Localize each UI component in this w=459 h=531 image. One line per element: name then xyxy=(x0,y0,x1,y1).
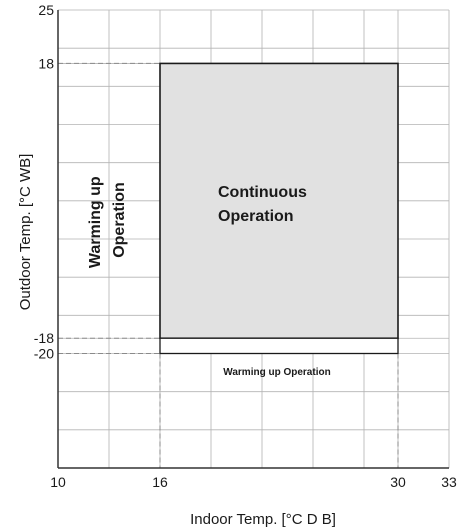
continuous-operation-label: Continuous Operation xyxy=(218,184,311,225)
warming-strip-label: Warming up Operation xyxy=(223,367,330,378)
operation-regions xyxy=(159,62,399,355)
x-tick-label: 30 xyxy=(390,474,406,490)
continuous-operation-region xyxy=(159,62,399,340)
axes xyxy=(57,10,449,469)
y-tick-label: -18 xyxy=(34,330,54,346)
y-tick-label: 25 xyxy=(38,2,54,18)
x-tick-label: 33 xyxy=(441,474,457,490)
x-axis-title: Indoor Temp. [°C D B] xyxy=(190,511,336,528)
y-tick-label: 18 xyxy=(38,55,54,71)
guide-lines xyxy=(58,62,399,468)
x-tick-label: 16 xyxy=(152,474,168,490)
warming-side-line-1: Warming up xyxy=(87,176,104,268)
warming-side-label: Warming up Operation xyxy=(87,172,128,268)
y-axis-title: Outdoor Temp. [°C WB] xyxy=(17,154,34,311)
warming-up-strip-region xyxy=(159,337,399,355)
warming-side-line-2: Operation xyxy=(111,182,128,258)
continuous-label-line-2: Operation xyxy=(218,208,294,225)
x-tick-label: 10 xyxy=(50,474,66,490)
continuous-label-line-1: Continuous xyxy=(218,184,307,201)
y-tick-label: -20 xyxy=(34,346,54,362)
tick-labels: 10 16 30 33 25 18 -18-20 xyxy=(34,2,457,490)
